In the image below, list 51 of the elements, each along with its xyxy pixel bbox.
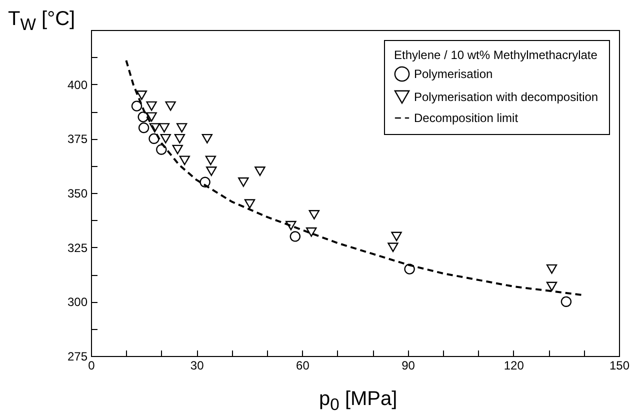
- y-axis-title: T$_{W}$ [°C]: [8, 8, 76, 35]
- x-tick-label: 90: [402, 358, 416, 372]
- point: [206, 166, 217, 176]
- point: [174, 134, 186, 144]
- point: [404, 264, 415, 274]
- point: [200, 176, 210, 188]
- point: [546, 282, 558, 292]
- x-tick-label: 0: [88, 358, 96, 372]
- point: [244, 199, 256, 209]
- x-tick-label: 120: [504, 358, 524, 372]
- y-tick-label: 375: [67, 132, 88, 146]
- point: [202, 134, 213, 144]
- point: [205, 156, 216, 166]
- point: [156, 144, 167, 155]
- y-tick-label: 325: [67, 240, 88, 255]
- y-tick-label: 300: [67, 295, 88, 310]
- point: [391, 232, 402, 242]
- point: [146, 112, 157, 122]
- point: [158, 123, 170, 133]
- x-tick-label: 150: [609, 358, 630, 372]
- point: [560, 296, 572, 307]
- point: [148, 133, 160, 144]
- y-tick-label: 275: [67, 350, 88, 364]
- y-tick-label: 350: [67, 186, 88, 200]
- point: [179, 156, 190, 166]
- point: [138, 112, 148, 122]
- point: [254, 166, 266, 176]
- legend-label: Polymerisation: [414, 67, 493, 81]
- point: [136, 90, 148, 100]
- legend-label: Decomposition limit: [414, 111, 519, 125]
- point: [165, 101, 176, 111]
- point: [546, 264, 558, 274]
- point: [286, 220, 296, 230]
- point: [146, 101, 157, 111]
- legend-label: Polymerisation with decomposition: [414, 90, 598, 104]
- point: [308, 210, 320, 220]
- x-axis-title: p$_{0}$ [MPa]: [319, 388, 398, 415]
- x-tick-label: 60: [296, 358, 310, 372]
- point: [172, 144, 183, 154]
- point: [176, 123, 188, 133]
- point: [149, 123, 160, 133]
- point: [290, 231, 301, 242]
- point: [238, 177, 249, 187]
- x-tick-label: 30: [190, 358, 204, 372]
- point: [306, 227, 317, 237]
- point: [138, 122, 150, 134]
- point: [388, 242, 398, 252]
- point: [131, 100, 142, 112]
- legend-title: Ethylene / 10 wt% Methylmethacrylate: [394, 48, 598, 62]
- y-tick-label: 400: [67, 78, 88, 92]
- point: [160, 134, 171, 144]
